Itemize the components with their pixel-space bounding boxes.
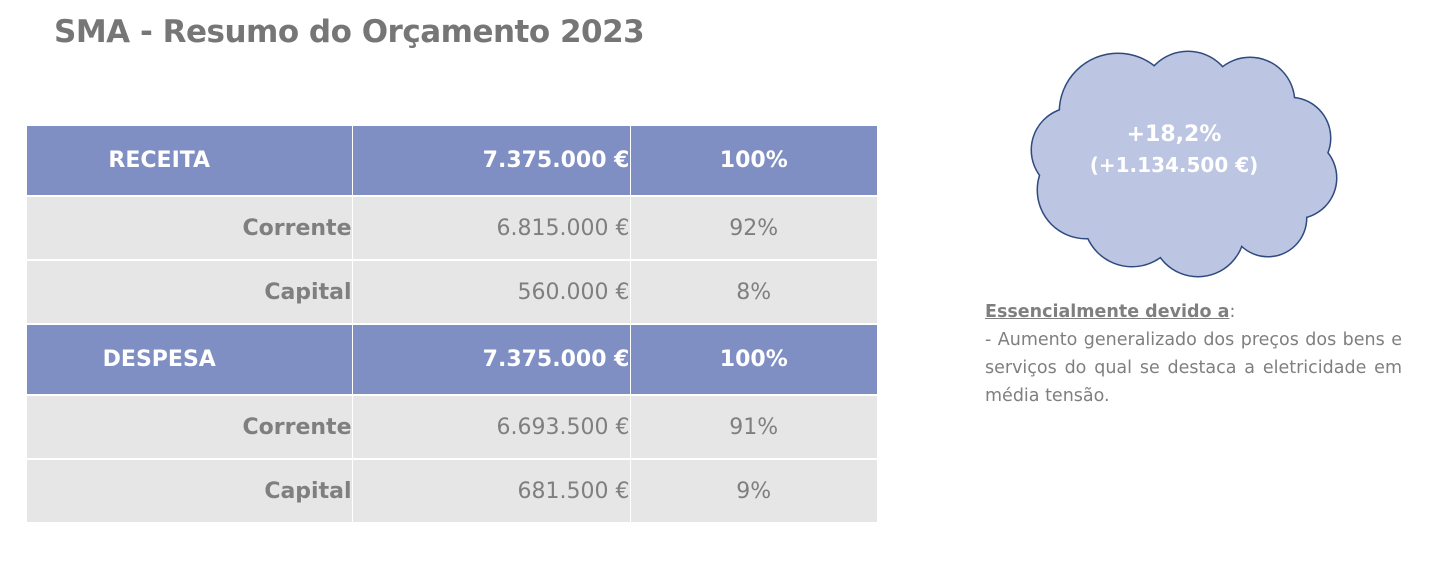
despesa-total-pct: 100% bbox=[629, 324, 877, 396]
note-heading: Essencialmente devido a bbox=[985, 302, 1230, 322]
cloud-change-pct: +18,2% bbox=[1126, 122, 1222, 147]
row-pct: 91% bbox=[629, 395, 877, 460]
despesa-label: DESPESA bbox=[27, 324, 352, 396]
row-amount: 560.000 € bbox=[351, 260, 630, 325]
page-title: SMA - Resumo do Orçamento 2023 bbox=[54, 14, 645, 50]
explanation-note: Essencialmente devido a: - Aumento gener… bbox=[985, 298, 1402, 410]
budget-summary-table: RECEITA 7.375.000 € 100% Corrente 6.815.… bbox=[27, 126, 877, 524]
row-label: Corrente bbox=[27, 395, 352, 460]
table-row-receita-capital: Capital 560.000 € 8% bbox=[27, 260, 877, 325]
receita-label: RECEITA bbox=[27, 126, 352, 197]
table-row-receita-corrente: Corrente 6.815.000 € 92% bbox=[27, 196, 877, 261]
row-pct: 9% bbox=[629, 459, 877, 524]
cloud-body bbox=[1032, 52, 1336, 276]
row-amount: 6.693.500 € bbox=[351, 395, 630, 460]
cloud-shape bbox=[1030, 50, 1338, 278]
receita-total-amount: 7.375.000 € bbox=[351, 126, 630, 197]
row-label: Capital bbox=[27, 459, 352, 524]
row-amount: 6.815.000 € bbox=[351, 196, 630, 261]
receita-total-pct: 100% bbox=[629, 126, 877, 197]
note-body: - Aumento generalizado dos preços dos be… bbox=[985, 330, 1402, 406]
table-row-receita-header: RECEITA 7.375.000 € 100% bbox=[27, 126, 877, 197]
row-pct: 92% bbox=[629, 196, 877, 261]
table-row-despesa-corrente: Corrente 6.693.500 € 91% bbox=[27, 395, 877, 460]
despesa-total-amount: 7.375.000 € bbox=[351, 324, 630, 396]
row-label: Corrente bbox=[27, 196, 352, 261]
row-pct: 8% bbox=[629, 260, 877, 325]
table-row-despesa-header: DESPESA 7.375.000 € 100% bbox=[27, 324, 877, 396]
note-heading-colon: : bbox=[1229, 302, 1236, 322]
row-amount: 681.500 € bbox=[351, 459, 630, 524]
cloud-callout: +18,2% (+1.134.500 €) bbox=[1028, 50, 1340, 278]
row-label: Capital bbox=[27, 260, 352, 325]
cloud-change-amount: (+1.134.500 €) bbox=[1089, 153, 1259, 177]
table-row-despesa-capital: Capital 681.500 € 9% bbox=[27, 459, 877, 524]
